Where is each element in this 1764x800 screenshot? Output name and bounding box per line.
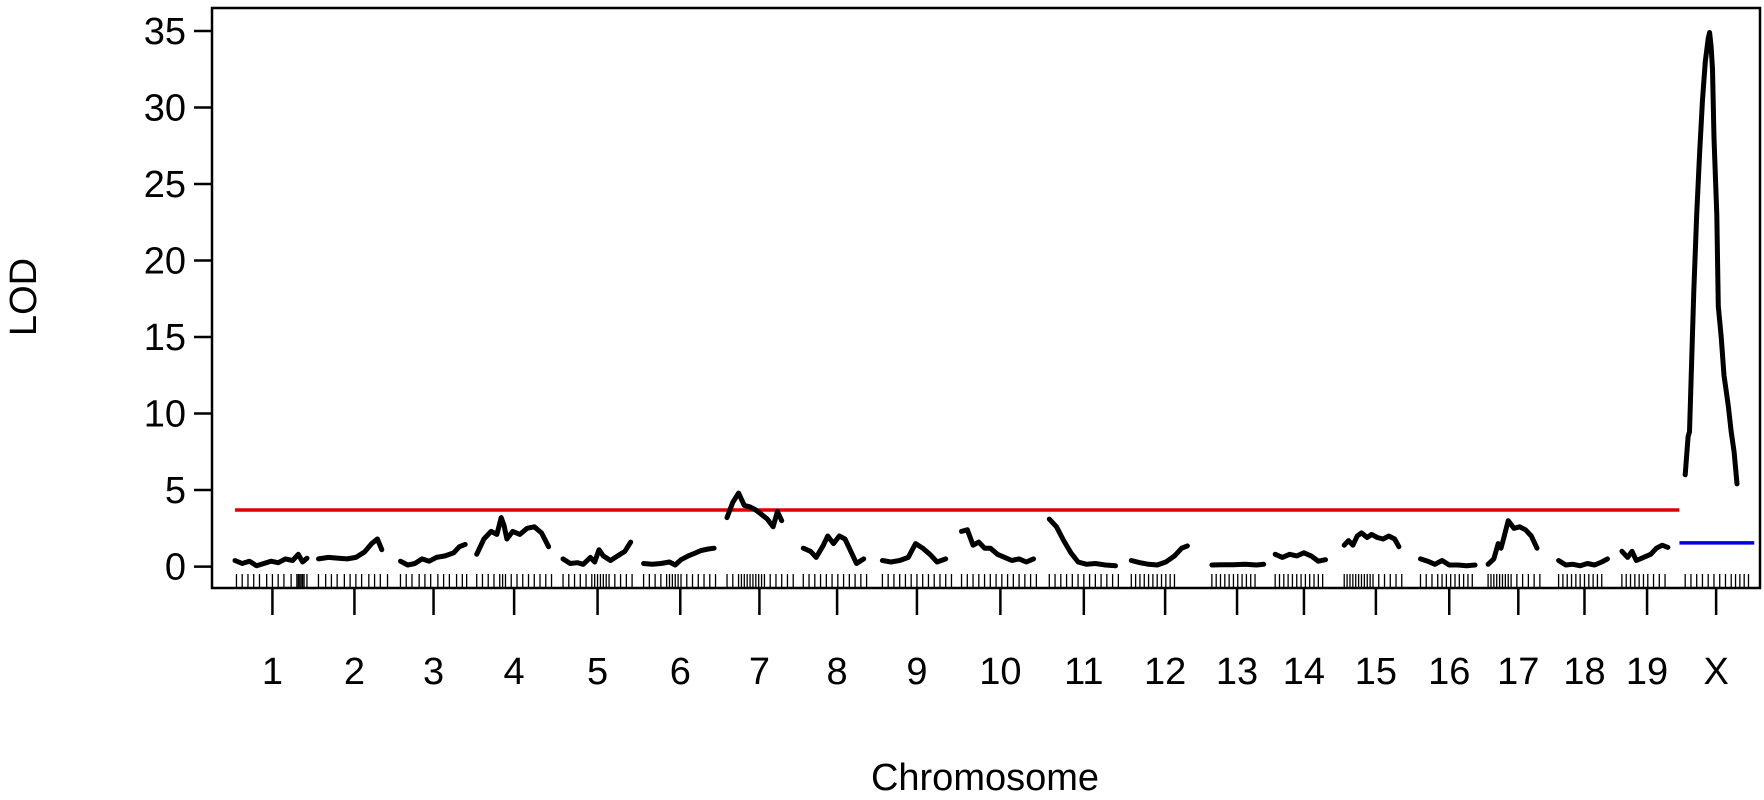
lod-curve-chr-9 bbox=[879, 541, 949, 565]
x-tick-label-chr-9: 9 bbox=[906, 651, 927, 693]
y-tick-label: 10 bbox=[144, 394, 186, 436]
x-tick-label-chr-6: 6 bbox=[670, 651, 691, 693]
x-tick-label-chr-16: 16 bbox=[1428, 651, 1470, 693]
y-axis-label: LOD bbox=[3, 258, 45, 336]
x-tick-label-chr-13: 13 bbox=[1216, 651, 1258, 693]
x-tick-label-chr-11: 11 bbox=[1064, 651, 1103, 693]
lod-curve-chr-12 bbox=[1128, 543, 1190, 568]
x-axis-label: Chromosome bbox=[871, 757, 1099, 799]
y-tick-label: 0 bbox=[165, 547, 186, 589]
lod-curve-chr-10 bbox=[959, 527, 1036, 565]
x-tick-label-chr-10: 10 bbox=[979, 651, 1021, 693]
lod-curve-chr-8 bbox=[800, 533, 867, 566]
y-tick-label: 30 bbox=[144, 87, 186, 129]
x-tick-label-chr-1: 1 bbox=[262, 651, 283, 693]
lod-curve-chr-13 bbox=[1209, 561, 1267, 568]
x-tick-label-chr-2: 2 bbox=[344, 651, 365, 693]
lod-curve-chr-14 bbox=[1272, 550, 1328, 564]
y-tick-label: 15 bbox=[144, 317, 186, 359]
x-tick-label-chr-19: 19 bbox=[1626, 651, 1668, 693]
x-tick-label-chr-15: 15 bbox=[1355, 651, 1397, 693]
lod-curve-chr-4 bbox=[474, 515, 552, 557]
x-tick-label-chr-5: 5 bbox=[587, 651, 608, 693]
x-tick-label-chr-X: X bbox=[1703, 651, 1728, 693]
lod-curve-chr-11 bbox=[1046, 516, 1118, 569]
lod-curve-chr-15 bbox=[1341, 530, 1402, 550]
lod-curve-chr-2 bbox=[316, 536, 385, 562]
x-tick-label-chr-14: 14 bbox=[1283, 651, 1325, 693]
x-tick-label-chr-17: 17 bbox=[1497, 651, 1539, 693]
lod-curve-chr-17 bbox=[1485, 518, 1540, 567]
y-tick-label: 25 bbox=[144, 164, 186, 206]
x-tick-label-chr-18: 18 bbox=[1563, 651, 1605, 693]
lod-curve-chr-18 bbox=[1556, 556, 1610, 569]
x-tick-label-chr-7: 7 bbox=[749, 651, 770, 693]
y-tick-label: 20 bbox=[144, 241, 186, 283]
lod-curve-chr-3 bbox=[398, 541, 468, 568]
lod-curve-chr-7 bbox=[724, 490, 785, 530]
lod-curve-chr-19 bbox=[1619, 542, 1671, 563]
lod-curve-chr-5 bbox=[560, 539, 634, 567]
y-tick-label: 35 bbox=[144, 11, 186, 53]
lod-curve-chr-1 bbox=[232, 551, 310, 569]
x-tick-label-chr-3: 3 bbox=[423, 651, 444, 693]
lod-curve-chr-16 bbox=[1418, 556, 1478, 569]
x-tick-label-chr-12: 12 bbox=[1144, 651, 1186, 693]
y-tick-label: 5 bbox=[165, 470, 186, 512]
x-tick-label-chr-8: 8 bbox=[827, 651, 848, 693]
lod-curve-chr-6 bbox=[641, 545, 717, 568]
plot-frame bbox=[210, 6, 1762, 590]
lod-curve-chr-X bbox=[1682, 30, 1740, 487]
x-tick-label-chr-4: 4 bbox=[504, 651, 525, 693]
